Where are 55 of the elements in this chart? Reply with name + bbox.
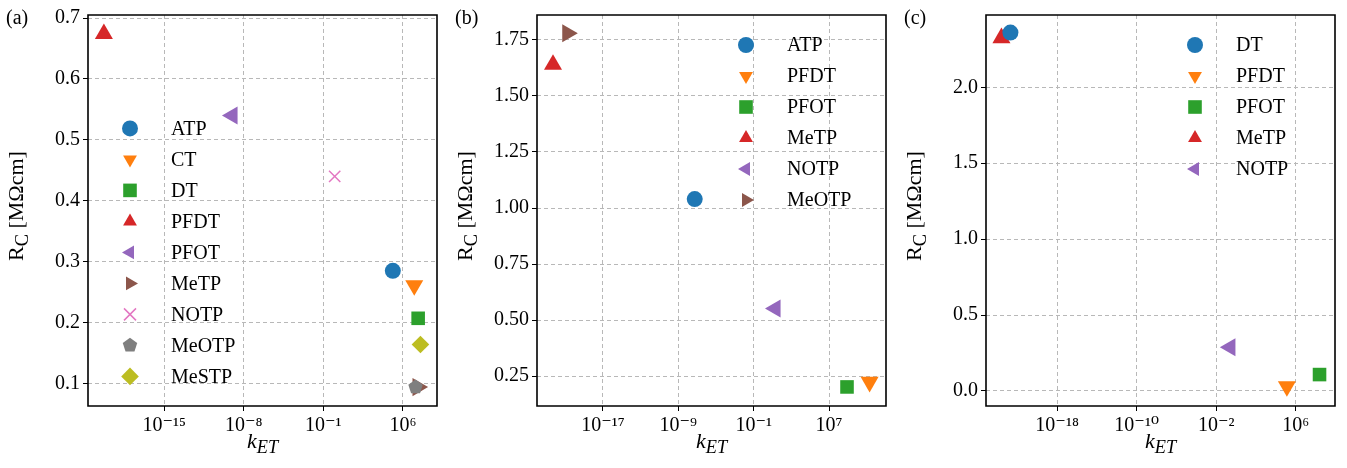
legend-label: PFDT	[171, 209, 220, 232]
legend-label: NOTP	[787, 157, 840, 180]
y-tick-label: 1.00	[494, 195, 529, 218]
legend-label: CT	[171, 147, 197, 170]
legend-label: PFOT	[1236, 95, 1285, 118]
y-tick-label: 1.0	[953, 226, 978, 249]
x-tick-label: 10⁻⁹	[659, 413, 698, 436]
y-tick-label: 0.2	[55, 309, 80, 332]
y-tick-label: 0.75	[494, 251, 529, 274]
y-tick-label: 1.50	[494, 83, 529, 106]
x-axis-title: k$_{ET}$	[695, 428, 728, 458]
x-tick-label: 10⁻¹	[305, 413, 342, 436]
y-tick-label: 1.25	[494, 139, 529, 162]
x-axis-title: k$_{ET}$	[1144, 428, 1177, 458]
legend-label: NOTP	[1236, 157, 1289, 180]
y-tick-label: 0.4	[55, 188, 80, 211]
legend-label: DT	[1236, 33, 1263, 56]
x-tick-label: 10⁷	[815, 413, 843, 436]
y-tick-label: 1.5	[953, 150, 978, 173]
legend-label: MeSTP	[171, 364, 233, 387]
legend-label: MeOTP	[787, 188, 852, 211]
legend-label: PFDT	[1236, 64, 1285, 87]
legend-label: DT	[171, 178, 198, 201]
chart-title: (c)	[904, 6, 927, 29]
x-tick-label: 10⁻²	[1197, 413, 1235, 436]
y-tick-label: 0.6	[55, 66, 80, 89]
x-tick-label: 10⁶	[389, 413, 417, 436]
legend-label: PFDT	[787, 64, 836, 87]
x-tick-label: 10⁻¹⁵	[142, 413, 186, 436]
y-tick-label: 0.3	[55, 248, 80, 271]
legend-label: MeTP	[787, 126, 837, 149]
chart-title: (a)	[6, 6, 29, 29]
legend-label: PFOT	[787, 95, 836, 118]
x-tick-label: 10⁻¹⁸	[1035, 413, 1079, 436]
y-tick-label: 0.5	[55, 127, 80, 150]
y-tick-label: 0.50	[494, 307, 529, 330]
x-axis-title: k$_{ET}$	[246, 428, 279, 458]
y-tick-label: 0.7	[55, 5, 80, 28]
y-tick-label: 0.5	[953, 302, 978, 325]
legend-label: NOTP	[171, 302, 224, 325]
legend-label: PFOT	[171, 240, 220, 263]
y-tick-label: 0.25	[494, 363, 529, 386]
x-tick-label: 10⁻¹⁷	[581, 413, 625, 436]
legend-label: ATP	[171, 116, 207, 139]
y-tick-label: 0.0	[953, 378, 978, 401]
x-tick-label: 10⁶	[1282, 413, 1310, 436]
legend-label: MeOTP	[171, 333, 236, 356]
chart-title: (b)	[455, 6, 479, 29]
y-tick-label: 2.0	[953, 74, 978, 97]
y-tick-label: 1.75	[494, 27, 529, 50]
y-tick-label: 0.1	[55, 370, 80, 393]
legend-label: MeTP	[171, 271, 221, 294]
legend-label: MeTP	[1236, 126, 1286, 149]
legend-label: ATP	[787, 33, 823, 56]
x-tick-label: 10⁻¹	[735, 413, 772, 436]
